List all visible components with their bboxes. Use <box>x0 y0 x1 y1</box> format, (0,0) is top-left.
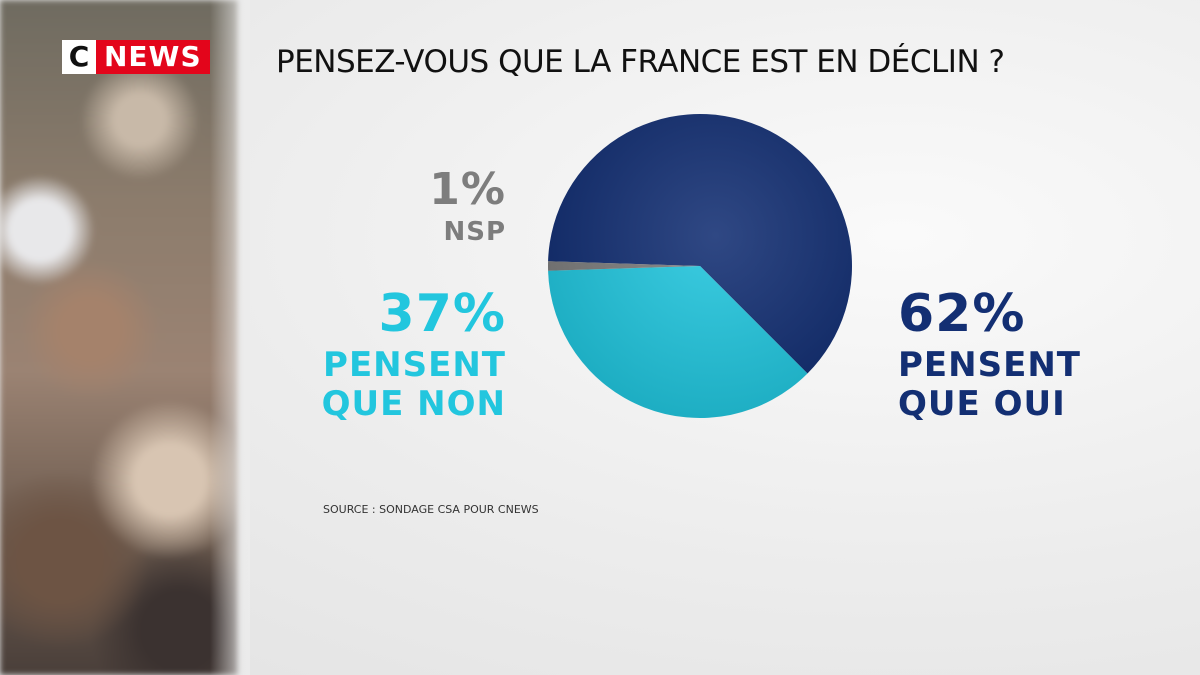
background-photo <box>0 0 238 675</box>
pie-shading <box>548 114 852 418</box>
logo-c: C <box>62 40 96 74</box>
slice-label: 37% PENSENT QUE NON <box>300 288 506 424</box>
category-label: NSP <box>443 217 506 247</box>
source-note: SOURCE : SONDAGE CSA POUR CNEWS <box>323 503 539 516</box>
logo-news: NEWS <box>96 40 210 74</box>
slice-label: 62% PENSENT QUE OUI <box>898 288 1104 424</box>
chart-title: PENSEZ-VOUS QUE LA FRANCE EST EN DÉCLIN … <box>276 44 1005 80</box>
slice-label: 1% NSP <box>300 168 506 248</box>
logo: C NEWS <box>62 40 210 74</box>
background-fade <box>210 0 250 675</box>
value-label: 62% <box>898 284 1026 344</box>
category-label: PENSENT QUE NON <box>321 345 506 425</box>
category-label: PENSENT QUE OUI <box>898 345 1081 425</box>
value-label: 37% <box>378 284 506 344</box>
value-label: 1% <box>429 164 506 215</box>
